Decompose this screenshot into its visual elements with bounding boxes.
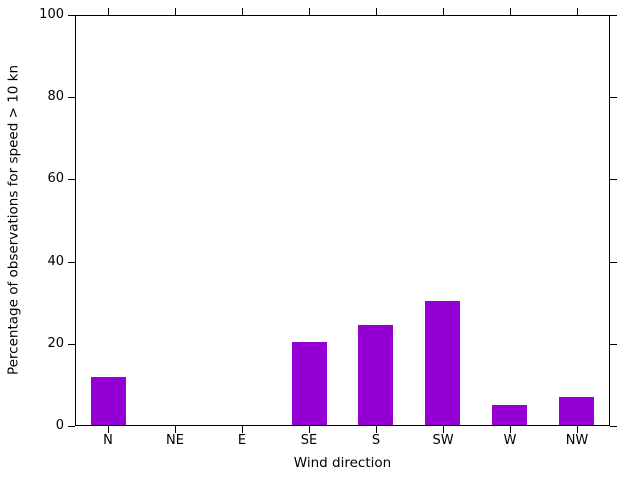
x-tick-mark-top xyxy=(175,8,176,15)
x-axis-title: Wind direction xyxy=(293,455,392,471)
bar-W xyxy=(492,405,527,425)
plot-area xyxy=(75,15,610,426)
x-tick-mark-top xyxy=(309,8,310,15)
x-tick-mark-bottom xyxy=(443,426,444,433)
y-tick-mark-left xyxy=(68,97,75,98)
x-tick-mark-bottom xyxy=(242,426,243,433)
x-tick-mark-top xyxy=(443,8,444,15)
x-tick-label-S: S xyxy=(371,433,381,448)
x-tick-mark-bottom xyxy=(577,426,578,433)
x-tick-label-W: W xyxy=(503,433,517,448)
x-tick-mark-top xyxy=(510,8,511,15)
y-tick-mark-left xyxy=(68,426,75,427)
y-tick-mark-left xyxy=(68,262,75,263)
x-tick-mark-top xyxy=(577,8,578,15)
y-tick-mark-right xyxy=(610,344,617,345)
y-tick-label-60: 60 xyxy=(47,171,64,186)
x-tick-label-E: E xyxy=(237,433,247,448)
x-tick-label-SE: SE xyxy=(300,433,318,448)
y-tick-label-80: 80 xyxy=(47,89,64,104)
x-tick-label-SW: SW xyxy=(432,433,454,448)
x-tick-mark-top xyxy=(376,8,377,15)
y-axis-title: Percentage of observations for speed > 1… xyxy=(5,64,22,376)
y-tick-label-40: 40 xyxy=(47,254,64,269)
y-tick-mark-right xyxy=(610,179,617,180)
y-tick-mark-left xyxy=(68,344,75,345)
y-tick-mark-right xyxy=(610,426,617,427)
y-tick-label-100: 100 xyxy=(39,7,64,22)
x-tick-mark-top xyxy=(242,8,243,15)
y-tick-mark-right xyxy=(610,15,617,16)
x-tick-mark-bottom xyxy=(510,426,511,433)
x-tick-mark-bottom xyxy=(175,426,176,433)
y-tick-mark-left xyxy=(68,15,75,16)
y-tick-mark-right xyxy=(610,97,617,98)
bar-N xyxy=(91,377,126,425)
y-tick-mark-left xyxy=(68,179,75,180)
y-tick-label-0: 0 xyxy=(55,418,64,433)
x-tick-mark-bottom xyxy=(108,426,109,433)
y-tick-label-20: 20 xyxy=(47,336,64,351)
x-tick-label-NE: NE xyxy=(166,433,184,448)
bar-SE xyxy=(292,342,327,425)
x-tick-mark-bottom xyxy=(376,426,377,433)
bar-SW xyxy=(425,301,460,425)
x-tick-mark-top xyxy=(108,8,109,15)
x-tick-mark-bottom xyxy=(309,426,310,433)
bar-S xyxy=(358,325,393,425)
bar-NW xyxy=(559,397,594,425)
x-tick-label-N: N xyxy=(103,433,113,448)
x-tick-label-NW: NW xyxy=(565,433,589,448)
y-tick-mark-right xyxy=(610,262,617,263)
